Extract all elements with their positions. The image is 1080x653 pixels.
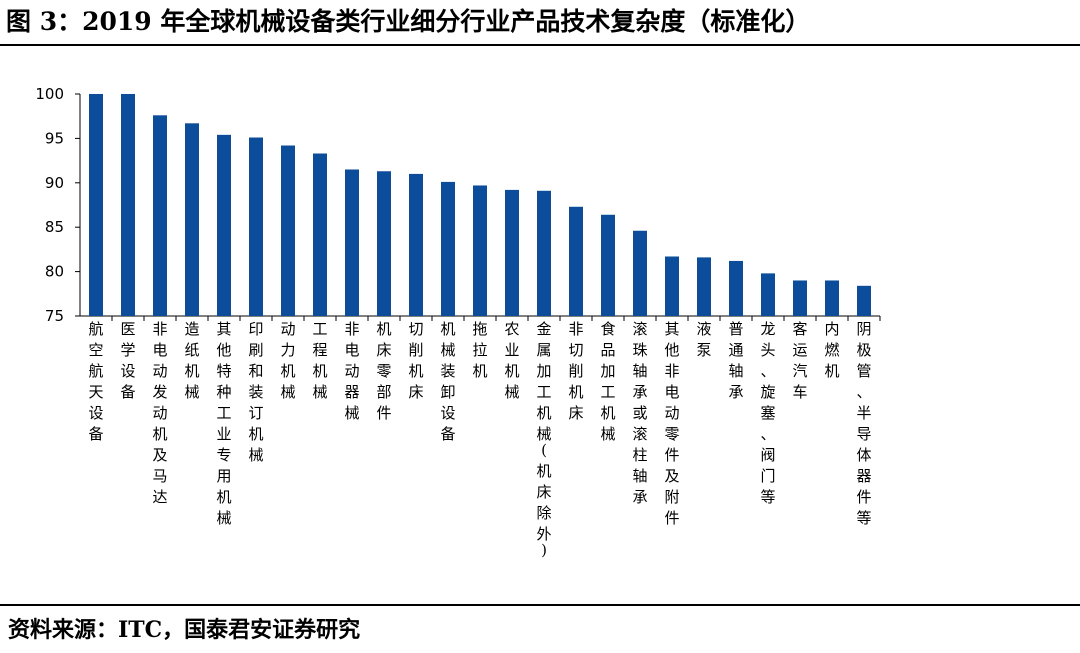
y-tick-label: 75 [45, 307, 64, 325]
bar [441, 181, 455, 316]
category-label: 农业机械 [504, 320, 519, 401]
bar [409, 173, 423, 316]
bar [185, 123, 199, 316]
category-label: 工程机械 [312, 320, 327, 401]
category-label: 普通轴承 [728, 320, 743, 401]
source-note: 资料来源：ITC，国泰君安证券研究 [8, 617, 361, 643]
category-label: 拖拉机 [472, 320, 487, 380]
category-label: 非电动器械 [344, 320, 359, 422]
category-label: 切削机床 [408, 320, 423, 401]
bar [313, 153, 327, 316]
y-tick-label: 95 [45, 129, 64, 147]
category-label: 食品加工机械 [600, 320, 615, 443]
category-label: 非切削机床 [568, 320, 583, 422]
category-label: 非电动发动机及马达 [152, 320, 167, 506]
bar [793, 280, 807, 316]
bar [473, 185, 487, 316]
category-label: 滚珠轴承或滚柱轴承 [632, 320, 647, 506]
bar [345, 169, 359, 316]
bar [537, 190, 551, 316]
bar [601, 214, 615, 316]
category-label: 液泵 [696, 320, 711, 359]
category-label: 动力机械 [280, 320, 295, 401]
source-divider [0, 604, 1080, 606]
y-tick-label: 80 [45, 263, 64, 281]
bar [857, 285, 871, 316]
category-label: 客运汽车 [792, 320, 807, 401]
bar [825, 280, 839, 316]
bar [505, 189, 519, 316]
y-tick-label: 100 [35, 85, 64, 103]
bar [569, 206, 583, 316]
category-label: 阴极管、半导体器件等 [856, 320, 871, 527]
bar [761, 273, 775, 316]
y-tick-label: 90 [45, 174, 64, 192]
bar [249, 137, 263, 316]
bar [665, 256, 679, 316]
category-label: 机床零部件 [376, 320, 391, 422]
category-label: 机械装卸设备 [440, 320, 455, 443]
category-label: 内燃机 [824, 320, 839, 380]
bar [217, 134, 231, 316]
y-tick-label: 85 [45, 218, 64, 236]
bar [633, 230, 647, 316]
title-divider [0, 44, 1080, 46]
bar [377, 171, 391, 316]
bar [153, 115, 167, 316]
category-label: 其他非电动零件及附件 [664, 320, 679, 527]
bar [729, 260, 743, 316]
category-label: 医学设备 [120, 320, 135, 401]
category-label: 金属加工机械(机床除外) [536, 320, 551, 559]
category-label: 印刷和装订机械 [248, 320, 263, 464]
chart-title: 图 3：2019 年全球机械设备类行业细分行业产品技术复杂度（标准化） [6, 7, 811, 36]
bar-chart: 75 80 85 90 95 100 航空航天设备 医学设备 非电动发动机及马达 造纸机械 其他特种… [35, 85, 881, 559]
bar [121, 94, 135, 316]
bar [281, 145, 295, 316]
category-label: 航空航天设备 [88, 320, 103, 443]
category-label: 龙头、旋塞、阀门等 [760, 320, 775, 506]
category-label: 其他特种工业专用机械 [216, 320, 231, 527]
bar [697, 257, 711, 316]
bar [89, 94, 103, 316]
category-label: 造纸机械 [184, 320, 199, 401]
